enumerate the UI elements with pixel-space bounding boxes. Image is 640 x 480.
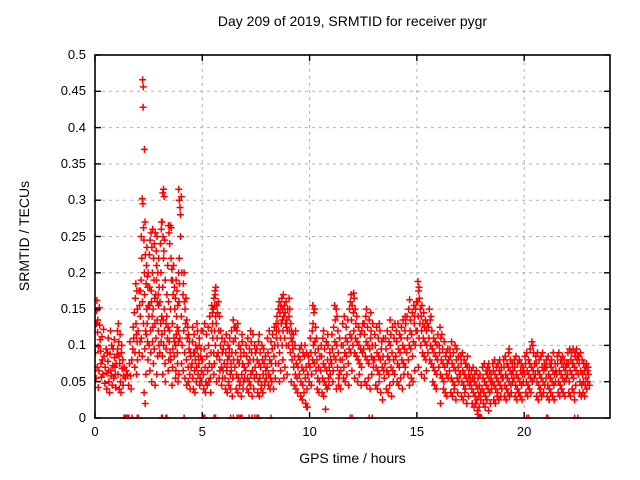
x-tick-label: 0: [91, 424, 99, 439]
axis-ticks: [94, 54, 610, 419]
y-tick-label: 0: [78, 410, 86, 425]
y-tick-label: 0.3: [67, 192, 86, 208]
y-tick-label: 0.1: [67, 337, 86, 353]
x-tick-label: 5: [198, 424, 206, 439]
y-tick-label: 0.35: [60, 155, 86, 171]
x-tick-label: 15: [409, 424, 425, 439]
y-tick-label: 0.05: [60, 373, 86, 389]
y-tick-label: 0.5: [67, 47, 86, 62]
y-tick-label: 0.25: [60, 228, 86, 244]
y-tick-label: 0.15: [60, 301, 86, 317]
y-tick-label: 0.45: [60, 83, 86, 99]
y-tick-label: 0.2: [67, 264, 86, 280]
x-tick-label: 10: [302, 424, 317, 439]
x-axis-label: GPS time / hours: [299, 450, 406, 466]
x-tick-label: 20: [516, 424, 532, 439]
chart-title: Day 209 of 2019, SRMTID for receiver pyg…: [217, 13, 488, 29]
y-tick-label: 0.4: [67, 119, 86, 135]
